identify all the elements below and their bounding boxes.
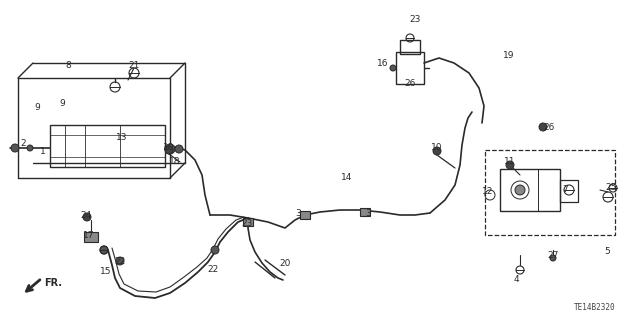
- Text: 26: 26: [543, 122, 555, 131]
- Bar: [300, 211, 310, 219]
- Circle shape: [433, 147, 441, 155]
- Text: 9: 9: [34, 103, 40, 113]
- Text: 27: 27: [547, 250, 559, 259]
- Text: 3: 3: [295, 209, 301, 218]
- Text: 21: 21: [128, 61, 140, 70]
- Circle shape: [83, 213, 91, 221]
- Text: 3: 3: [365, 209, 371, 218]
- Text: 5: 5: [604, 248, 610, 256]
- Text: 24: 24: [81, 211, 92, 219]
- Bar: [360, 208, 370, 216]
- Text: 18: 18: [169, 158, 180, 167]
- Bar: [560, 180, 578, 202]
- Text: 16: 16: [377, 60, 388, 69]
- Circle shape: [27, 145, 33, 151]
- Circle shape: [550, 255, 556, 261]
- Circle shape: [211, 246, 219, 254]
- Text: 23: 23: [410, 14, 420, 24]
- Text: 9: 9: [59, 99, 65, 108]
- Text: 10: 10: [431, 144, 443, 152]
- Circle shape: [539, 123, 547, 131]
- Bar: [243, 218, 253, 226]
- Text: 1: 1: [40, 147, 46, 157]
- Text: 22: 22: [207, 265, 219, 275]
- Text: 14: 14: [341, 173, 353, 182]
- Text: FR.: FR.: [44, 278, 62, 288]
- Bar: [50, 125, 165, 167]
- Text: 8: 8: [65, 62, 71, 70]
- Text: 17: 17: [83, 231, 95, 240]
- Text: 11: 11: [504, 158, 516, 167]
- Circle shape: [506, 161, 514, 169]
- Text: 13: 13: [116, 133, 128, 143]
- Circle shape: [515, 185, 525, 195]
- Text: 26: 26: [404, 79, 416, 88]
- Text: 4: 4: [513, 276, 519, 285]
- Text: 19: 19: [503, 50, 515, 60]
- Text: 25: 25: [605, 183, 617, 192]
- Circle shape: [165, 144, 175, 154]
- Text: TE14B2320: TE14B2320: [574, 302, 616, 311]
- Text: 22: 22: [115, 257, 125, 266]
- Bar: [396, 52, 424, 84]
- Circle shape: [390, 65, 396, 71]
- Circle shape: [165, 146, 173, 154]
- Text: 12: 12: [483, 188, 493, 197]
- Bar: [84, 232, 98, 242]
- Circle shape: [175, 145, 183, 153]
- Circle shape: [116, 257, 124, 265]
- Text: 2: 2: [20, 139, 26, 149]
- Circle shape: [11, 144, 19, 152]
- Text: 23: 23: [241, 219, 253, 227]
- Bar: [400, 40, 420, 54]
- Text: 10: 10: [163, 143, 175, 152]
- Text: 20: 20: [279, 258, 291, 268]
- Text: 7: 7: [562, 184, 568, 194]
- Bar: [485, 150, 615, 235]
- Bar: [500, 169, 560, 211]
- Circle shape: [100, 246, 108, 254]
- Text: 15: 15: [100, 268, 112, 277]
